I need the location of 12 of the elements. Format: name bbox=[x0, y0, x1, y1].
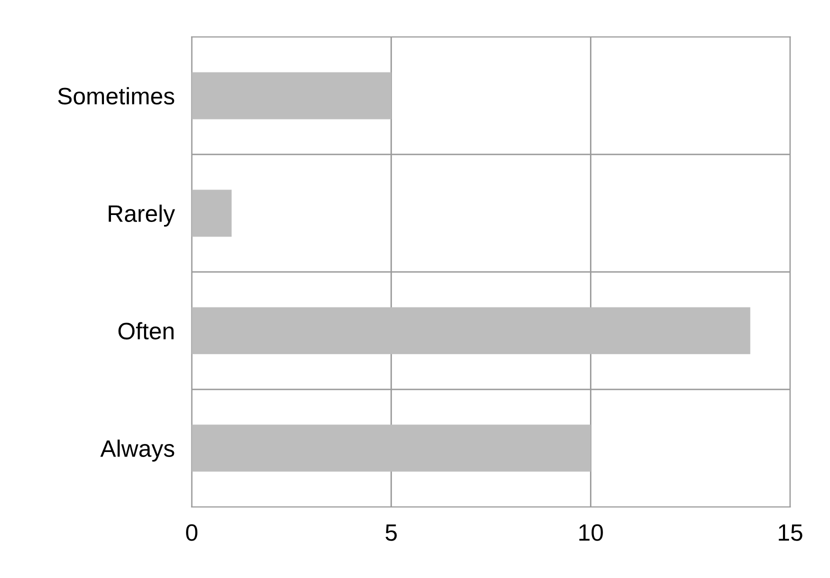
x-tick-label: 0 bbox=[186, 524, 198, 541]
y-tick-label: Sometimes bbox=[58, 87, 174, 105]
bar bbox=[192, 190, 232, 237]
bar bbox=[192, 72, 392, 120]
x-tick-label: 10 bbox=[579, 524, 603, 541]
y-tick-label: Often bbox=[118, 322, 174, 340]
x-tick-label: 15 bbox=[778, 524, 802, 541]
y-tick-label: Always bbox=[100, 440, 174, 462]
x-tick-label: 5 bbox=[386, 524, 397, 541]
y-tick-label: Rarely bbox=[108, 204, 176, 227]
bar bbox=[192, 307, 750, 354]
bar bbox=[192, 424, 591, 472]
